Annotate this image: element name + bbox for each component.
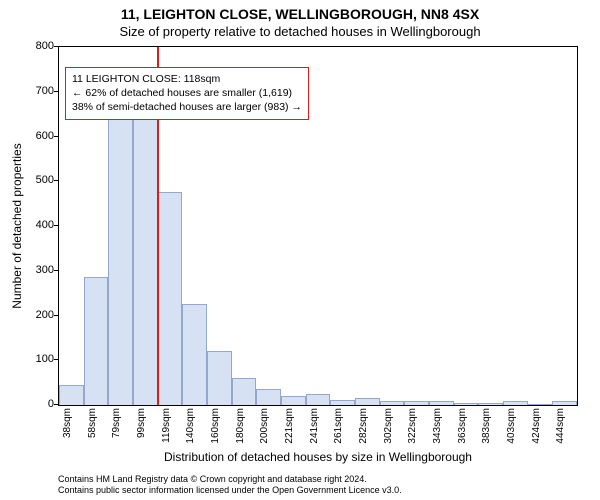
y-tick-label: 0: [14, 398, 54, 410]
y-tick-label: 800: [14, 40, 54, 52]
histogram-bar: [503, 401, 528, 405]
x-tick-label: 322sqm: [407, 408, 418, 452]
histogram-bar: [429, 401, 454, 405]
histogram-bar: [552, 401, 577, 405]
histogram-bar: [133, 107, 158, 405]
x-tick-label: 302sqm: [383, 408, 394, 452]
x-tick-label: 79sqm: [111, 408, 122, 452]
x-tick-label: 221sqm: [284, 408, 295, 452]
x-tick-label: 363sqm: [457, 408, 468, 452]
histogram-bar: [528, 404, 553, 405]
histogram-bar: [108, 105, 133, 405]
y-tick-label: 300: [14, 264, 54, 276]
x-tick-label: 444sqm: [555, 408, 566, 452]
histogram-bar: [454, 403, 479, 405]
histogram-bar: [232, 378, 257, 405]
chart-title-main: 11, LEIGHTON CLOSE, WELLINGBOROUGH, NN8 …: [0, 6, 600, 22]
histogram-bar: [59, 385, 84, 405]
x-tick-label: 99sqm: [136, 408, 147, 452]
x-tick-label: 119sqm: [161, 408, 172, 452]
x-tick-label: 180sqm: [235, 408, 246, 452]
histogram-bar: [84, 277, 109, 405]
attribution-line-1: Contains HM Land Registry data © Crown c…: [58, 474, 590, 485]
y-tick-label: 700: [14, 85, 54, 97]
x-tick-label: 424sqm: [531, 408, 542, 452]
callout-line-3: 38% of semi-detached houses are larger (…: [72, 100, 302, 114]
histogram-bar: [182, 304, 207, 405]
histogram-bar: [158, 192, 183, 405]
x-tick-label: 403sqm: [506, 408, 517, 452]
callout-line-1: 11 LEIGHTON CLOSE: 118sqm: [72, 72, 302, 86]
histogram-bar: [330, 400, 355, 405]
y-tick-label: 200: [14, 309, 54, 321]
histogram-bar: [404, 401, 429, 405]
x-tick-label: 140sqm: [185, 408, 196, 452]
callout-box: 11 LEIGHTON CLOSE: 118sqm ← 62% of detac…: [65, 67, 309, 120]
x-tick-label: 58sqm: [87, 408, 98, 452]
chart-title-sub: Size of property relative to detached ho…: [0, 24, 600, 39]
x-tick-label: 38sqm: [62, 408, 73, 452]
histogram-bar: [478, 403, 503, 405]
x-axis-label: Distribution of detached houses by size …: [58, 450, 578, 464]
histogram-bar: [256, 389, 281, 405]
y-tick-label: 500: [14, 174, 54, 186]
callout-line-2: ← 62% of detached houses are smaller (1,…: [72, 86, 302, 100]
attribution-line-2: Contains public sector information licen…: [58, 485, 590, 496]
x-tick-label: 241sqm: [309, 408, 320, 452]
y-tick-label: 400: [14, 219, 54, 231]
x-tick-label: 282sqm: [358, 408, 369, 452]
histogram-bar: [306, 394, 331, 405]
chart-container: 11, LEIGHTON CLOSE, WELLINGBOROUGH, NN8 …: [0, 0, 600, 500]
histogram-bar: [281, 396, 306, 405]
y-tick-label: 600: [14, 130, 54, 142]
x-tick-label: 343sqm: [432, 408, 443, 452]
histogram-bar: [207, 351, 232, 405]
attribution-text: Contains HM Land Registry data © Crown c…: [58, 474, 590, 496]
x-tick-label: 261sqm: [333, 408, 344, 452]
plot-area: 11 LEIGHTON CLOSE: 118sqm ← 62% of detac…: [58, 46, 578, 406]
x-tick-label: 383sqm: [481, 408, 492, 452]
histogram-bar: [380, 401, 405, 405]
x-tick-label: 160sqm: [210, 408, 221, 452]
histogram-bar: [355, 398, 380, 405]
y-tick-label: 100: [14, 353, 54, 365]
x-tick-label: 200sqm: [259, 408, 270, 452]
